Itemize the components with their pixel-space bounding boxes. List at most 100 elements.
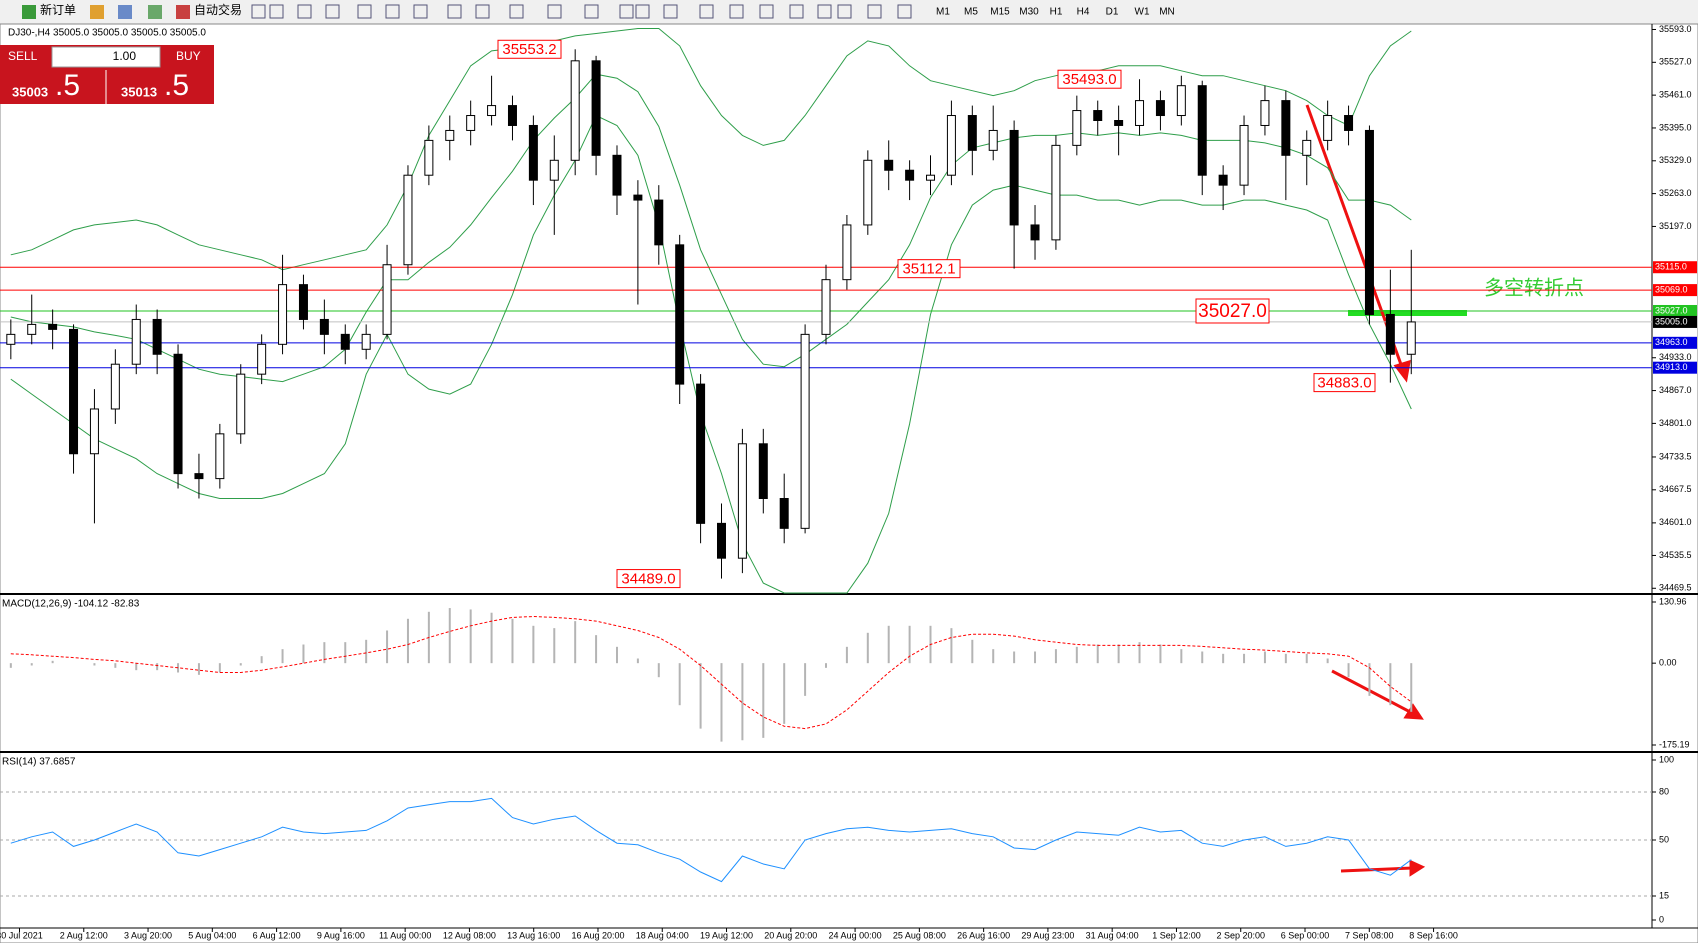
- candle-body: [926, 174, 936, 181]
- toolbar-icon[interactable]: [413, 4, 428, 19]
- y-tick-label: 35593.0: [1659, 24, 1692, 34]
- new-order-button[interactable]: 新订单: [40, 2, 76, 17]
- x-tick-label: 30 Jul 2021: [0, 930, 43, 940]
- trade-panel: SELL 1.00 BUY 35003 .5 35013 .5: [0, 45, 214, 104]
- y-tick-label: 34801.0: [1659, 418, 1692, 428]
- toolbar-icon[interactable]: [547, 4, 562, 19]
- toolbar-icon[interactable]: [699, 4, 714, 19]
- auto-trading-icon[interactable]: [176, 5, 190, 19]
- price-annotation-box: [1057, 69, 1122, 89]
- rsi-arrow: [1340, 866, 1414, 873]
- candle-body: [1135, 100, 1145, 126]
- candle-body: [800, 333, 810, 529]
- buy-price-fraction[interactable]: .5: [164, 69, 189, 102]
- candle-body: [758, 443, 768, 499]
- sell-price-fraction[interactable]: .5: [55, 69, 80, 102]
- candle-body: [319, 318, 329, 335]
- candle-body: [1364, 129, 1374, 315]
- candle-body: [737, 443, 747, 559]
- lot-size[interactable]: 1.00: [113, 49, 137, 63]
- candle-body: [1197, 85, 1207, 176]
- lot-input[interactable]: [51, 46, 161, 68]
- level-label: 34913.0: [1655, 362, 1688, 372]
- timeframe-button[interactable]: D1: [1106, 7, 1119, 18]
- toolbar-icon[interactable]: [817, 4, 832, 19]
- toolbar-icon[interactable]: [357, 4, 372, 19]
- y-tick-label: 100: [1659, 754, 1674, 764]
- toolbar-icon[interactable]: [269, 4, 284, 19]
- x-tick-label: 8 Sep 16:00: [1409, 930, 1458, 940]
- sell-button[interactable]: SELL: [8, 49, 38, 63]
- candle-body: [696, 383, 706, 524]
- timeframe-button[interactable]: M5: [964, 7, 978, 18]
- toolbar-icon[interactable]: [635, 4, 650, 19]
- toolbar-icon[interactable]: [385, 4, 400, 19]
- toolbar-icon[interactable]: [447, 4, 462, 19]
- new-order-icon[interactable]: [22, 5, 36, 19]
- timeframe-button[interactable]: M15: [990, 7, 1010, 18]
- candle-body: [257, 343, 267, 375]
- current-price-label: 35005.0: [1655, 316, 1688, 326]
- y-tick-label: 35329.0: [1659, 155, 1692, 165]
- candle-body: [549, 159, 559, 181]
- y-tick-label: 35527.0: [1659, 57, 1692, 67]
- y-tick-label: 34933.0: [1659, 352, 1692, 362]
- x-tick-label: 18 Aug 04:00: [636, 930, 689, 940]
- level-tag: [1653, 261, 1697, 274]
- toolbar-icon[interactable]: [867, 4, 882, 19]
- bollinger-band: [10, 114, 1412, 594]
- y-tick-label: -175.19: [1659, 739, 1690, 749]
- candle-body: [424, 139, 434, 176]
- candle-body: [1406, 321, 1416, 355]
- candle-body: [1302, 139, 1312, 156]
- icon[interactable]: [148, 5, 162, 19]
- icon[interactable]: [90, 5, 104, 19]
- candle-body: [1072, 110, 1082, 146]
- toolbar-icon[interactable]: [325, 4, 340, 19]
- level-tag: [1653, 304, 1697, 317]
- level-label: 35027.0: [1655, 305, 1688, 315]
- toolbar-icon[interactable]: [619, 4, 634, 19]
- timeframe-button[interactable]: H4: [1077, 7, 1090, 18]
- timeframe-button[interactable]: H1: [1050, 7, 1063, 18]
- price-annotation: 35493.0: [1062, 71, 1116, 88]
- x-tick-label: 24 Aug 00:00: [829, 930, 882, 940]
- timeframe-button[interactable]: W1: [1135, 7, 1150, 18]
- timeframe-button[interactable]: M1: [936, 7, 950, 18]
- toolbar-icon[interactable]: [837, 4, 852, 19]
- candle-body: [507, 105, 517, 126]
- candle-body: [487, 105, 497, 117]
- y-tick-label: 34667.5: [1659, 484, 1692, 494]
- toolbar-icon[interactable]: [475, 4, 490, 19]
- candle-body: [6, 333, 16, 345]
- toolbar-icon[interactable]: [509, 4, 524, 19]
- toolbar-icon[interactable]: [663, 4, 678, 19]
- toolbar-icon[interactable]: [897, 4, 912, 19]
- macd-label: MACD(12,26,9) -104.12 -82.83: [2, 599, 140, 610]
- auto-trading-button[interactable]: 自动交易: [194, 2, 242, 17]
- price-annotation-box: [497, 39, 562, 59]
- candle-body: [69, 328, 79, 455]
- toolbar-icon[interactable]: [584, 4, 599, 19]
- icon[interactable]: [118, 5, 132, 19]
- candle-body: [863, 159, 873, 226]
- toolbar-icon[interactable]: [251, 4, 266, 19]
- arrows: [1305, 104, 1426, 877]
- y-tick-label: 35263.0: [1659, 188, 1692, 198]
- timeframe-button[interactable]: M30: [1019, 7, 1039, 18]
- x-tick-label: 19 Aug 12:00: [700, 930, 753, 940]
- toolbar-icon[interactable]: [789, 4, 804, 19]
- price-annotation: 34883.0: [1317, 375, 1371, 392]
- toolbar-icon[interactable]: [729, 4, 744, 19]
- x-tick-label: 31 Aug 04:00: [1086, 930, 1139, 940]
- y-tick-label: 35461.0: [1659, 90, 1692, 100]
- sell-price[interactable]: 35003: [12, 84, 48, 99]
- macd-arrow: [1331, 669, 1415, 716]
- toolbar-icon[interactable]: [759, 4, 774, 19]
- buy-button[interactable]: BUY: [176, 49, 201, 63]
- frame: [0, 23, 1698, 944]
- buy-price[interactable]: 35013: [121, 84, 157, 99]
- timeframe-button[interactable]: MN: [1159, 7, 1175, 18]
- toolbar-icon[interactable]: [297, 4, 312, 19]
